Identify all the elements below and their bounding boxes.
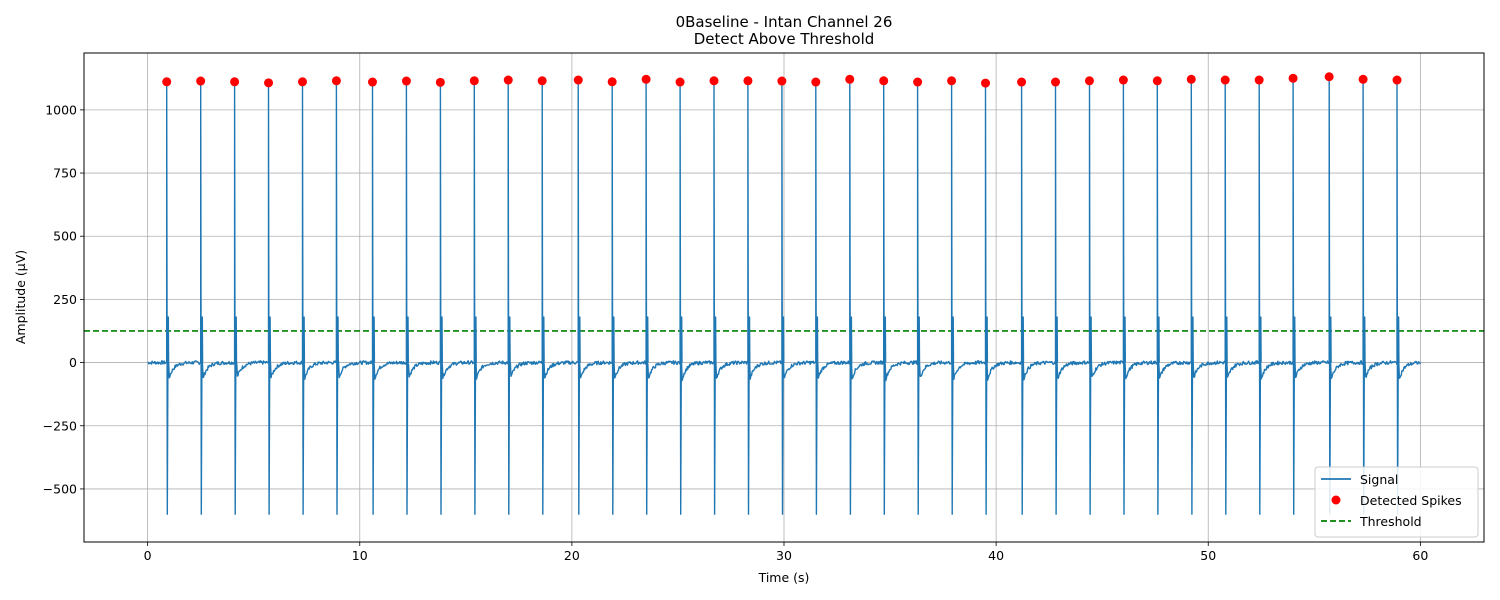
- detected-spike-point: [297, 77, 307, 87]
- spike-markers: [162, 72, 1402, 88]
- y-tick-label: 750: [53, 166, 77, 181]
- detected-spike-point: [709, 76, 719, 86]
- detected-spike-point: [503, 75, 513, 85]
- detected-spike-point: [1254, 75, 1264, 85]
- detected-spike-point: [367, 77, 377, 87]
- detected-spike-point: [537, 76, 547, 86]
- y-axis-label: Amplitude (µV): [13, 250, 28, 344]
- y-axis-ticks: −500 −250 0 250 500 750 1000: [43, 102, 84, 496]
- x-axis-label: Time (s): [758, 570, 810, 585]
- detected-spike-point: [1118, 75, 1128, 85]
- detected-spike-point: [1017, 77, 1027, 87]
- detected-spike-point: [777, 76, 787, 86]
- signal-trace: [147, 79, 1422, 515]
- detected-spike-point: [1288, 73, 1298, 83]
- y-tick-label: 1000: [45, 102, 77, 117]
- legend-spike-swatch: [1331, 495, 1341, 505]
- y-tick-label: −250: [43, 418, 77, 433]
- x-tick-label: 40: [988, 548, 1004, 563]
- x-tick-label: 60: [1412, 548, 1428, 563]
- detected-spike-point: [264, 78, 274, 88]
- detected-spike-point: [230, 77, 240, 87]
- x-tick-label: 50: [1200, 548, 1216, 563]
- detected-spike-point: [573, 75, 583, 85]
- chart-title: 0Baseline - Intan Channel 26: [676, 13, 893, 31]
- detected-spike-point: [196, 76, 206, 86]
- legend-signal-label: Signal: [1360, 472, 1398, 487]
- y-tick-label: 250: [53, 292, 77, 307]
- detected-spike-point: [162, 77, 172, 87]
- detected-spike-point: [1152, 76, 1162, 86]
- detected-spike-point: [913, 77, 923, 87]
- detected-spike-point: [1392, 75, 1402, 85]
- detected-spike-point: [401, 76, 411, 86]
- legend-threshold-label: Threshold: [1359, 514, 1422, 529]
- detected-spike-point: [331, 76, 341, 86]
- detected-spike-point: [947, 76, 957, 86]
- x-axis-ticks: 0 10 20 30 40 50 60: [144, 542, 1428, 563]
- detected-spike-point: [811, 77, 821, 87]
- chart-subtitle: Detect Above Threshold: [694, 30, 875, 48]
- legend-box: [1314, 466, 1479, 538]
- legend: Signal Detected Spikes Threshold: [1314, 466, 1479, 538]
- detected-spike-point: [641, 74, 651, 84]
- detected-spike-point: [743, 76, 753, 86]
- y-tick-label: 500: [53, 229, 77, 244]
- detected-spike-point: [1324, 72, 1334, 82]
- x-tick-label: 10: [352, 548, 368, 563]
- x-tick-label: 0: [144, 548, 152, 563]
- detected-spike-point: [1358, 74, 1368, 84]
- detected-spike-point: [879, 76, 889, 86]
- detected-spike-point: [1220, 75, 1230, 85]
- signal-layer: [147, 79, 1422, 515]
- detected-spike-point: [845, 74, 855, 84]
- grid: [84, 53, 1484, 542]
- detected-spike-point: [607, 77, 617, 87]
- y-tick-label: −500: [43, 481, 77, 496]
- detected-spike-point: [1051, 77, 1061, 87]
- y-tick-label: 0: [69, 355, 77, 370]
- x-tick-label: 30: [776, 548, 792, 563]
- legend-spike-label: Detected Spikes: [1360, 493, 1462, 508]
- detected-spike-point: [1084, 76, 1094, 86]
- detected-spike-point: [435, 77, 445, 87]
- detected-spike-point: [981, 78, 991, 88]
- detected-spike-point: [469, 76, 479, 86]
- detected-spike-point: [1186, 74, 1196, 84]
- x-tick-label: 20: [564, 548, 580, 563]
- detected-spike-point: [675, 77, 685, 87]
